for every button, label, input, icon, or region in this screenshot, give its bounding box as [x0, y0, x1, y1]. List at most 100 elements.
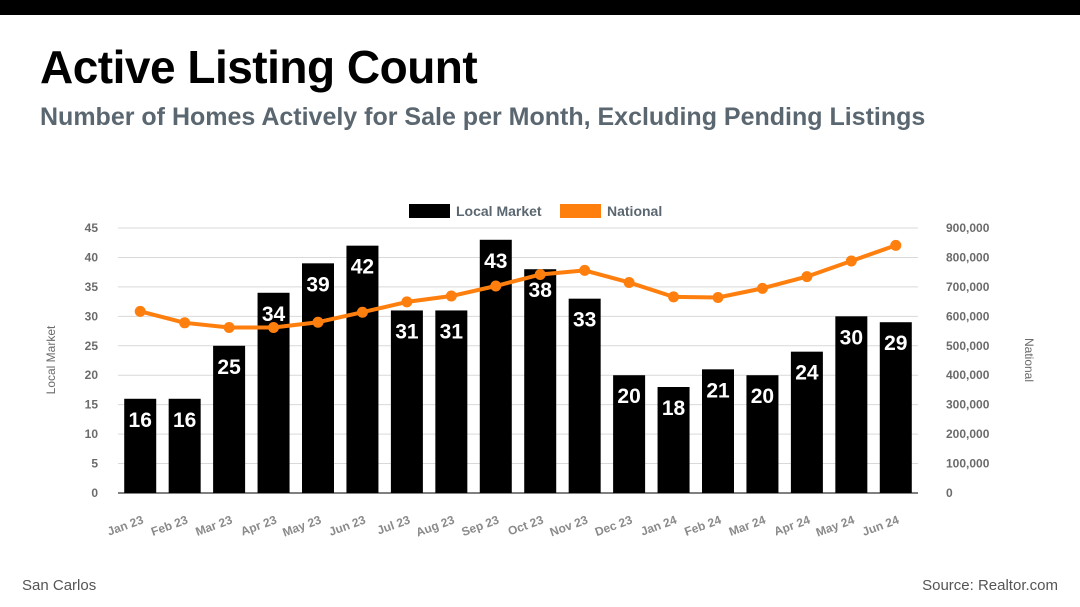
y-tick-label: 35 — [85, 280, 99, 294]
x-tick-label: Mar 24 — [727, 513, 768, 539]
national-point — [712, 291, 724, 303]
x-tick-label: Sep 23 — [460, 513, 501, 539]
y2-tick-label: 600,000 — [946, 309, 990, 323]
bar-value-label: 16 — [129, 409, 152, 432]
bar-value-label: 29 — [884, 332, 907, 355]
bar — [302, 263, 334, 493]
national-point — [756, 282, 768, 294]
footer-location: San Carlos — [22, 577, 97, 594]
bar — [879, 322, 912, 493]
y2-tick-label: 500,000 — [946, 339, 990, 353]
national-point — [312, 316, 324, 328]
x-tick-label: May 24 — [814, 513, 857, 540]
x-tick-label: Aug 23 — [414, 513, 457, 540]
top-bar — [0, 0, 1080, 15]
footer-source: Source: Realtor.com — [922, 577, 1058, 594]
bar-value-label: 39 — [306, 273, 329, 296]
page-subtitle: Number of Homes Actively for Sale per Mo… — [40, 103, 926, 131]
x-tick-label: May 23 — [281, 513, 324, 540]
bar-value-label: 43 — [484, 250, 507, 273]
y-tick-label: 45 — [85, 221, 99, 235]
national-point — [534, 269, 546, 281]
bar — [524, 269, 557, 493]
national-point — [668, 291, 680, 303]
legend-swatch-national — [560, 204, 601, 218]
bar — [213, 345, 246, 493]
bar-value-label: 38 — [529, 279, 553, 302]
x-tick-label: Dec 23 — [593, 513, 634, 540]
bar — [702, 369, 734, 493]
national-point — [490, 280, 502, 292]
bar-value-label: 20 — [617, 385, 640, 408]
x-tick-label: Feb 23 — [149, 513, 190, 539]
y2-axis-title: National — [1022, 338, 1036, 382]
bar — [435, 310, 468, 493]
y-tick-label: 15 — [85, 398, 99, 412]
x-tick-label: Jul 23 — [375, 513, 412, 538]
bar — [390, 310, 423, 493]
y-tick-label: 40 — [85, 250, 99, 264]
national-point — [845, 255, 857, 267]
bar-value-label: 34 — [262, 303, 286, 326]
bar-value-label: 31 — [440, 320, 464, 343]
national-point — [579, 264, 591, 276]
y-tick-label: 5 — [91, 457, 98, 471]
bar-value-label: 31 — [395, 320, 419, 343]
national-point — [268, 322, 280, 334]
bar-value-label: 42 — [351, 256, 374, 279]
bar — [790, 351, 823, 493]
y-tick-label: 30 — [85, 309, 99, 323]
national-point — [134, 305, 146, 317]
bar-value-label: 20 — [751, 385, 774, 408]
x-tick-label: Apr 24 — [772, 513, 812, 539]
y2-tick-label: 100,000 — [946, 457, 990, 471]
national-point — [623, 276, 635, 288]
bar-value-label: 21 — [706, 379, 730, 402]
y2-tick-label: 400,000 — [946, 368, 990, 382]
x-tick-label: Mar 23 — [194, 513, 235, 539]
x-tick-label: Apr 23 — [239, 513, 279, 539]
page-title: Active Listing Count — [40, 41, 478, 93]
y2-tick-label: 900,000 — [946, 221, 990, 235]
y2-tick-label: 200,000 — [946, 427, 990, 441]
y2-tick-label: 700,000 — [946, 280, 990, 294]
bar-value-label: 18 — [662, 397, 686, 420]
y-tick-label: 0 — [91, 486, 98, 500]
bar-value-label: 16 — [173, 409, 196, 432]
x-tick-label: Feb 24 — [683, 513, 724, 539]
x-tick-label: Nov 23 — [548, 513, 590, 540]
y-tick-label: 20 — [85, 368, 99, 382]
bar — [479, 239, 512, 493]
bar — [568, 298, 601, 493]
bar — [124, 398, 157, 493]
x-tick-label: Jun 24 — [860, 513, 901, 539]
x-tick-label: Jan 24 — [639, 513, 679, 539]
legend-label-national: National — [607, 203, 662, 219]
bar — [613, 375, 646, 493]
bar-value-label: 30 — [840, 326, 863, 349]
national-point — [356, 306, 368, 318]
bar — [346, 245, 379, 493]
national-point — [801, 271, 813, 283]
bar — [746, 375, 779, 493]
national-point — [179, 317, 191, 329]
national-point — [445, 290, 457, 302]
legend-label-local: Local Market — [456, 203, 542, 219]
national-line — [139, 243, 897, 330]
y2-tick-label: 0 — [946, 486, 953, 500]
y-axis-title: Local Market — [44, 325, 58, 394]
y-tick-label: 10 — [85, 427, 99, 441]
national-point — [401, 296, 413, 308]
bar-value-label: 25 — [217, 356, 241, 379]
y-tick-label: 25 — [85, 339, 99, 353]
x-tick-label: Jun 23 — [327, 513, 368, 539]
legend-swatch-local — [409, 204, 450, 218]
national-point — [890, 239, 902, 251]
national-point — [223, 322, 235, 334]
x-tick-label: Oct 23 — [506, 513, 546, 539]
x-tick-label: Jan 23 — [105, 513, 145, 539]
bar — [835, 316, 868, 493]
bar-value-label: 24 — [795, 362, 819, 385]
bar — [657, 387, 690, 493]
